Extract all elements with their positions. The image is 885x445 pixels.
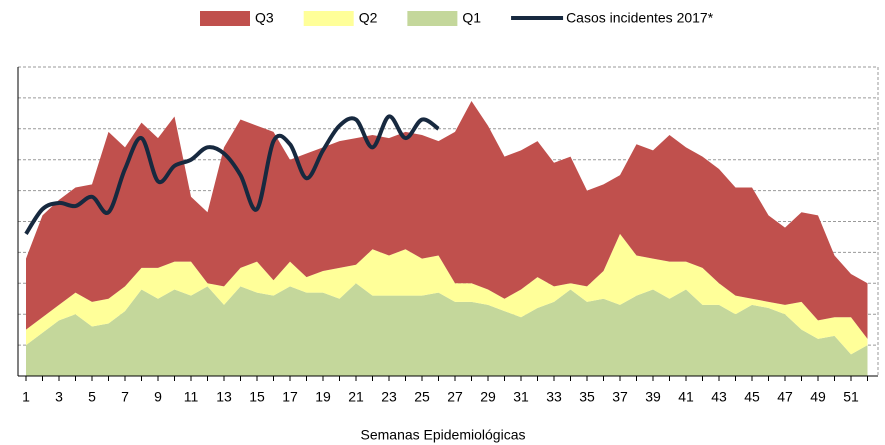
x-tick-label: 7: [121, 389, 129, 405]
x-tick-label: 13: [216, 389, 232, 405]
x-tick-label: 19: [315, 389, 331, 405]
x-tick-label: 49: [810, 389, 826, 405]
legend-swatch: [200, 11, 250, 26]
x-tick-label: 37: [612, 389, 628, 405]
x-tick-label: 39: [645, 389, 661, 405]
x-axis-label: Semanas Epidemiológicas: [361, 427, 526, 443]
area: [26, 233, 868, 355]
x-tick-label: 27: [447, 389, 463, 405]
x-tick-label: 29: [480, 389, 496, 405]
x-tick-label: 45: [744, 389, 760, 405]
x-tick-label: 33: [546, 389, 562, 405]
x-tick-label: 5: [88, 389, 96, 405]
x-tick-label: 41: [678, 389, 694, 405]
area: [26, 283, 868, 376]
legend-label: Q3: [255, 10, 274, 26]
x-tick-label: 3: [55, 389, 63, 405]
x-tick-label: 35: [579, 389, 595, 405]
x-tick-label: 15: [249, 389, 265, 405]
x-tick-label: 51: [843, 389, 859, 405]
x-tick-label: 21: [348, 389, 364, 405]
legend-swatch: [303, 11, 354, 26]
legend-label: Casos incidentes 2017*: [566, 10, 714, 26]
legend-swatch: [407, 11, 458, 26]
legend-label: Q2: [359, 10, 378, 26]
x-tick-label: 1: [22, 389, 30, 405]
x-tick-label: 11: [184, 389, 199, 405]
x-tick-label: 25: [414, 389, 430, 405]
x-tick-label: 9: [154, 389, 162, 405]
x-tick-label: 47: [777, 389, 793, 405]
legend-label: Q1: [462, 10, 481, 26]
x-tick-label: 43: [711, 389, 727, 405]
area: [26, 100, 868, 339]
x-tick-label: 31: [513, 389, 529, 405]
x-tick-label: 23: [381, 389, 397, 405]
x-tick-label: 17: [282, 389, 298, 405]
line: [24, 114, 440, 235]
